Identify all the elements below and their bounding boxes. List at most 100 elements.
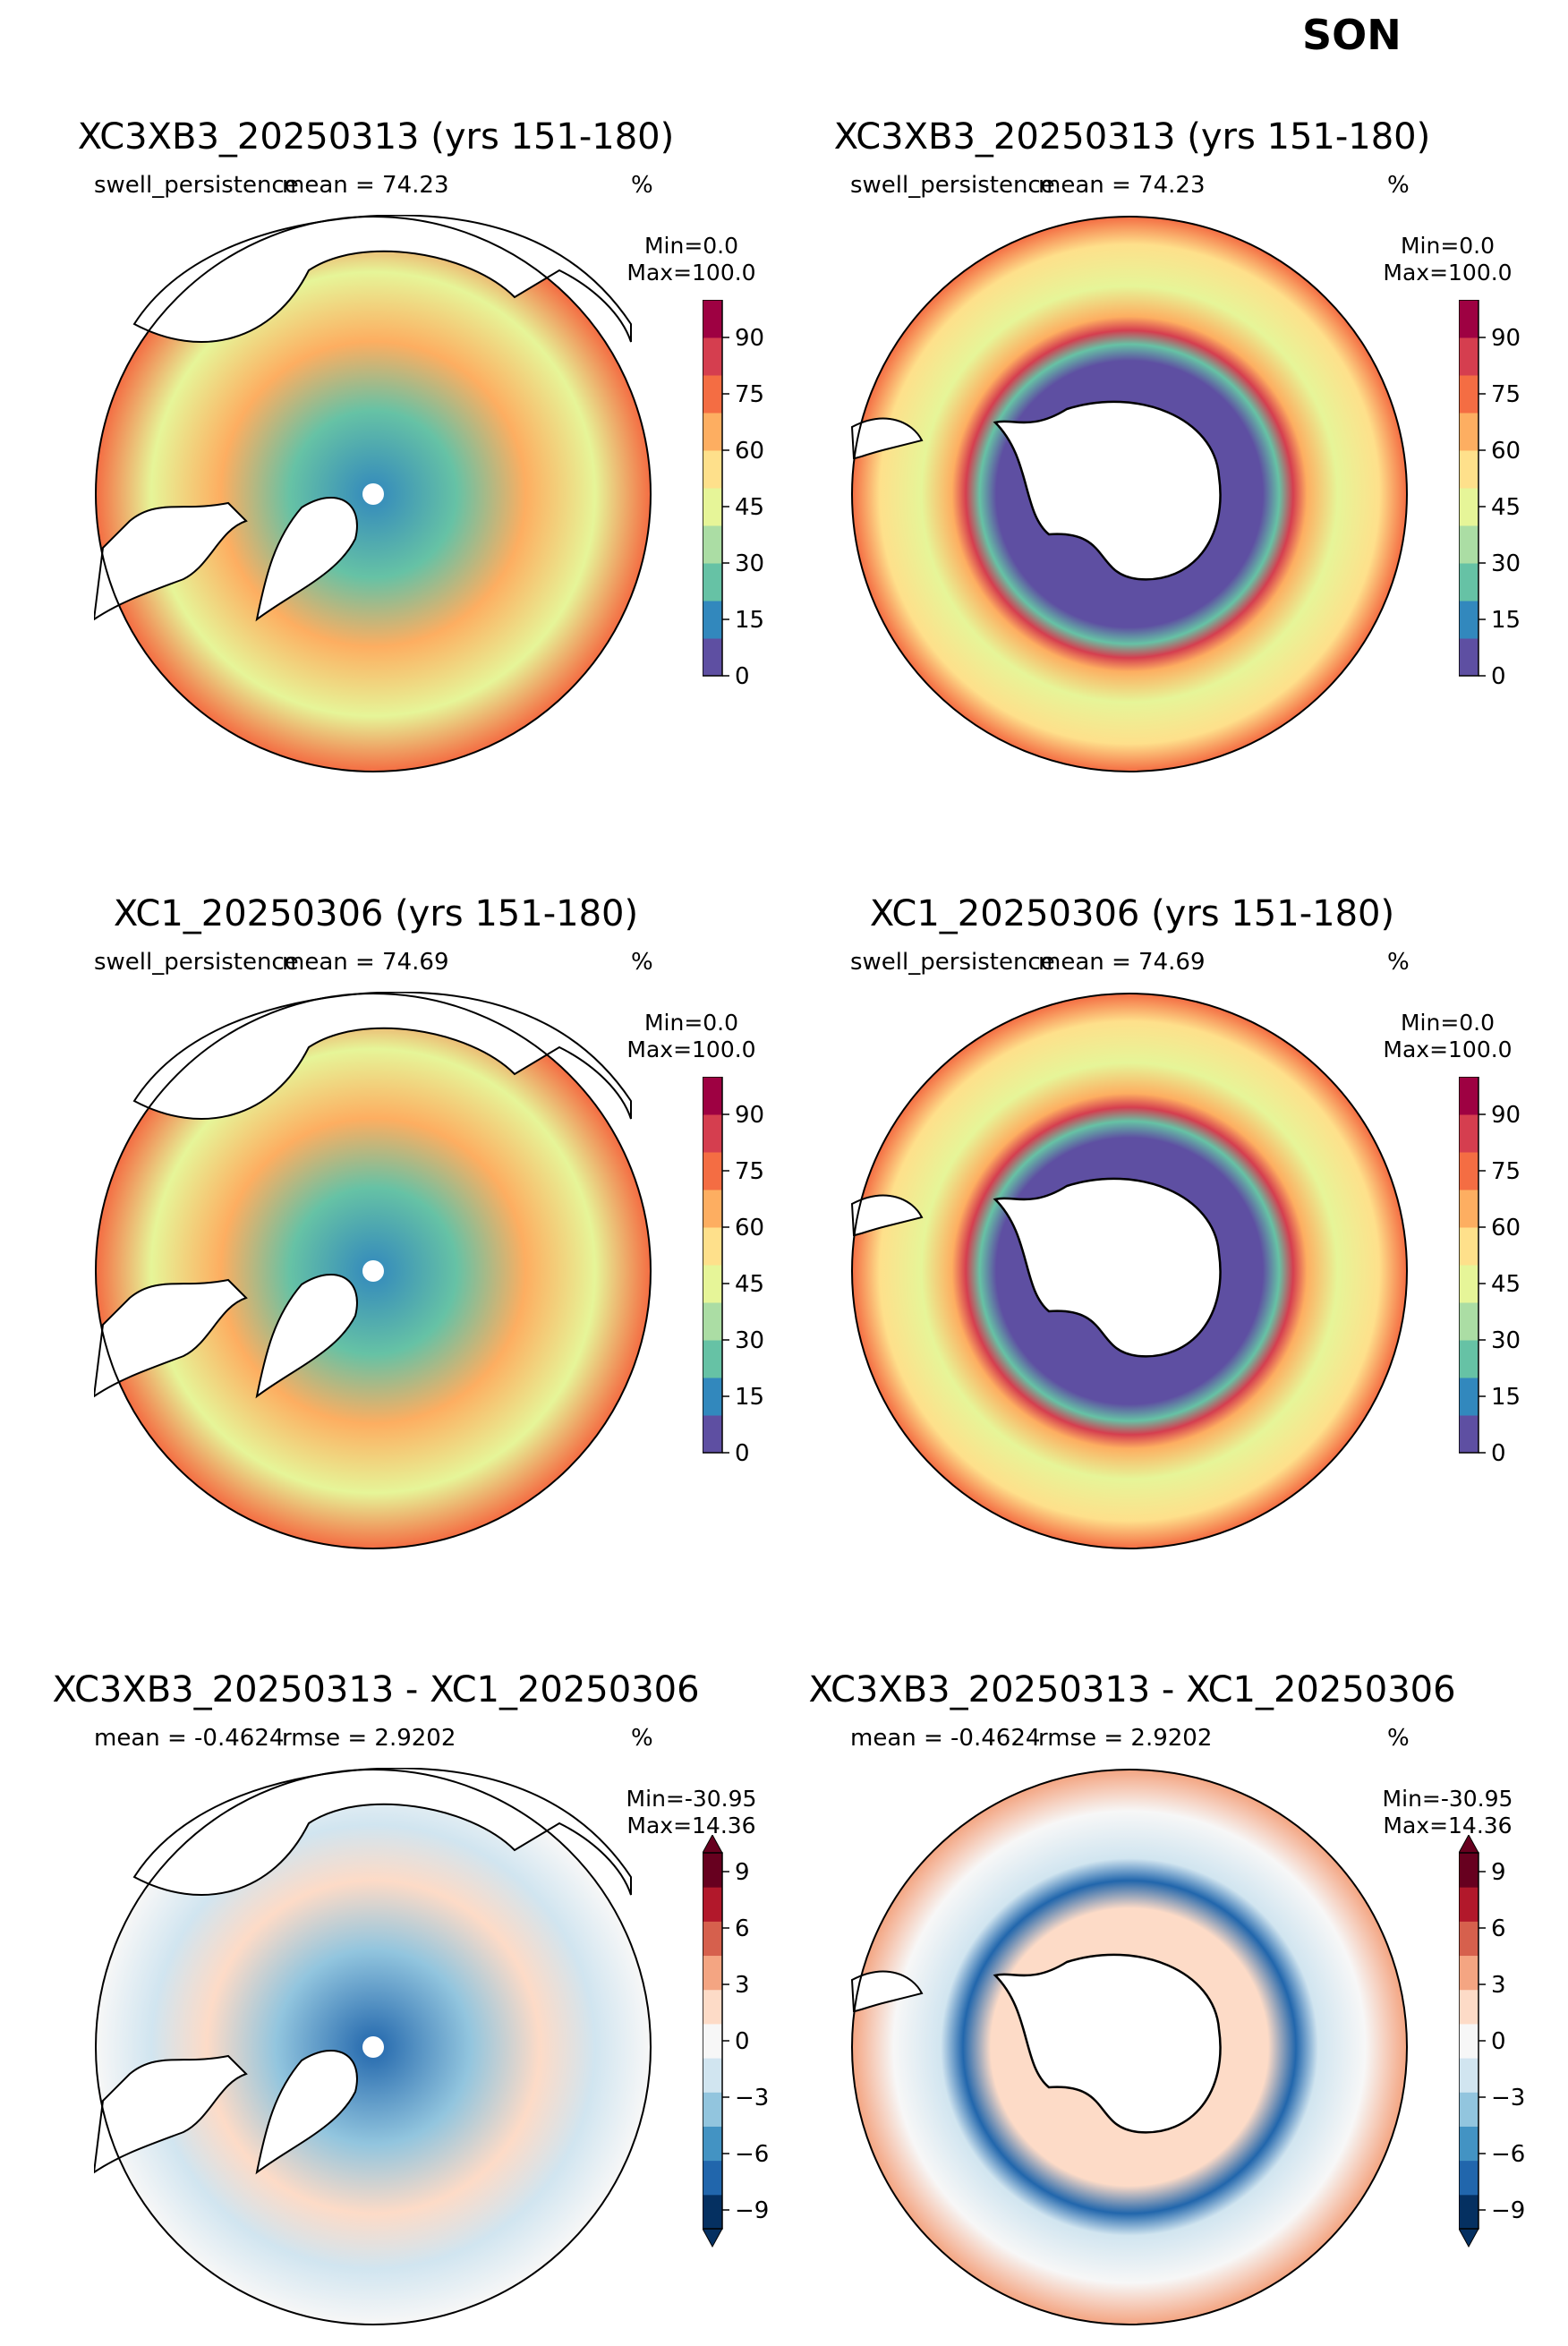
- colorbar: −9 −6 −3 0 3 6 9: [703, 1835, 769, 2248]
- colorbar-tick-label: 75: [1491, 1158, 1521, 1185]
- colorbar-segment: [703, 563, 722, 601]
- colorbar-tick-label: 75: [1491, 381, 1521, 408]
- pole-hole: [362, 483, 384, 505]
- min-label: Min=0.0: [1400, 1010, 1496, 1036]
- colorbar-segment: [1459, 1152, 1479, 1190]
- colorbar-segment: [703, 1955, 722, 1991]
- colorbar-extend-max: [1459, 1835, 1479, 1854]
- colorbar-segment: [703, 300, 722, 338]
- panel-units: %: [631, 949, 653, 976]
- colorbar-segment: [703, 1190, 722, 1228]
- panel-subtitle-center: mean = 74.69: [1038, 949, 1206, 976]
- colorbar-frame: [1459, 1077, 1479, 1454]
- colorbar-segment: [1459, 2160, 1479, 2196]
- colorbar: 0 15 30 45 60 75 90: [703, 1077, 764, 1467]
- colorbar-segment: [1459, 2023, 1479, 2059]
- north-america-coast: [94, 2054, 248, 2174]
- colorbar-tick-label: 75: [735, 1158, 764, 1185]
- colorbar-tick-label: 30: [1491, 550, 1521, 577]
- colorbar-segment: [1459, 1415, 1479, 1454]
- map-boundary: [851, 216, 1408, 772]
- colorbar-segment: [703, 1921, 722, 1957]
- colorbar-tick-label: 60: [735, 438, 764, 465]
- colorbar-tick-label: 6: [1491, 1915, 1506, 1942]
- max-label: Max=100.0: [626, 260, 756, 286]
- colorbar-segment: [703, 638, 722, 677]
- panel-subtitle-center: rmse = 2.9202: [1038, 1725, 1213, 1752]
- colorbar-extend-min: [703, 2228, 723, 2248]
- panel-title: XC3XB3_20250313 - XC1_20250306: [808, 1669, 1456, 1710]
- map-boundary: [95, 216, 652, 772]
- greenland-landmass: [255, 1274, 358, 1399]
- colorbar-tick-label: −6: [735, 2141, 769, 2168]
- panel-title: XC3XB3_20250313 (yrs 151-180): [77, 116, 675, 158]
- min-max-label: Min=-30.95 Max=14.36: [609, 1786, 774, 1839]
- max-label: Max=14.36: [626, 1813, 756, 1838]
- panel-units: %: [1387, 949, 1410, 976]
- colorbar-tick-label: 75: [735, 381, 764, 408]
- colorbar-tick-label: −6: [1491, 2141, 1525, 2168]
- colorbar-tick-label: 45: [1491, 494, 1521, 521]
- colorbar-segment: [1459, 300, 1479, 338]
- colorbar: 0 15 30 45 60 75 90: [1459, 1077, 1521, 1467]
- colorbar-segment: [1459, 525, 1479, 564]
- colorbar-segment: [1459, 1227, 1479, 1266]
- colorbar-segment: [1459, 2058, 1479, 2093]
- colorbar-tick-label: 90: [1491, 325, 1521, 352]
- colorbar-segment: [1459, 2126, 1479, 2162]
- colorbar-segment: [1459, 1190, 1479, 1228]
- colorbar-segment: [1459, 413, 1479, 451]
- colorbar-segment: [703, 1340, 722, 1378]
- north-america-coast: [94, 501, 248, 621]
- colorbar-segment: [703, 1378, 722, 1416]
- season-label: SON: [1302, 11, 1402, 59]
- colorbar-tick-label: 9: [735, 1859, 750, 1886]
- colorbar-segment: [703, 375, 722, 414]
- colorbar-segment: [1459, 1853, 1479, 1888]
- colorbar-tick-label: 15: [1491, 607, 1521, 634]
- colorbar-segment: [1459, 337, 1479, 376]
- south-polar-map: [850, 993, 1408, 1549]
- colorbar-tick-label: 15: [735, 607, 764, 634]
- colorbar-tick-label: −3: [1491, 2085, 1525, 2111]
- colorbar: −9 −6 −3 0 3 6 9: [1459, 1835, 1525, 2248]
- colorbar-tick-label: 0: [1491, 2028, 1506, 2055]
- colorbar-extend-min: [1459, 2228, 1479, 2248]
- south-america-landmass: [850, 1194, 924, 1237]
- colorbar-tick-label: 30: [735, 550, 764, 577]
- min-max-label: Min=0.0 Max=100.0: [1365, 233, 1530, 286]
- colorbar-segment: [1459, 488, 1479, 526]
- colorbar-tick-label: −9: [1491, 2197, 1525, 2224]
- min-label: Min=-30.95: [1382, 1786, 1513, 1812]
- colorbar-tick-label: −3: [735, 2085, 769, 2111]
- colorbar-segment: [703, 2126, 722, 2162]
- map-panel-1: XC3XB3_20250313 (yrs 151-180) swell_persi…: [0, 0, 770, 772]
- map-panel-2: XC3XB3_20250313 (yrs 151-180) swell_persi…: [756, 0, 1526, 772]
- colorbar-tick-label: 9: [1491, 1859, 1506, 1886]
- min-max-label: Min=-30.95 Max=14.36: [1365, 1786, 1530, 1839]
- max-label: Max=100.0: [1383, 1037, 1513, 1062]
- north-polar-map: [94, 1768, 652, 2325]
- min-label: Min=0.0: [643, 233, 739, 259]
- colorbar-segment: [703, 413, 722, 451]
- panel-subtitle-center: rmse = 2.9202: [282, 1725, 456, 1752]
- colorbar-segment: [703, 1853, 722, 1888]
- colorbar-tick-label: 60: [1491, 438, 1521, 465]
- colorbar-extend-max: [703, 1835, 723, 1854]
- north-polar-map: [94, 215, 652, 772]
- pole-hole: [362, 1260, 384, 1282]
- colorbar-tick-label: 15: [1491, 1384, 1521, 1411]
- colorbar-segment: [703, 1302, 722, 1341]
- south-polar-map: [850, 1769, 1408, 2325]
- panel-subtitle-left: mean = -0.4624: [850, 1725, 1041, 1752]
- map-boundary: [851, 993, 1408, 1549]
- colorbar-tick-label: 3: [735, 1972, 750, 1999]
- panel-subtitle-left: swell_persistence: [94, 172, 299, 199]
- colorbar-segment: [1459, 1989, 1479, 2025]
- panel-units: %: [1387, 172, 1410, 199]
- panel-subtitle-center: mean = 74.23: [1038, 172, 1206, 199]
- colorbar-segment: [703, 450, 722, 489]
- colorbar-tick-label: 0: [1491, 1440, 1506, 1467]
- panel-subtitle-center: mean = 74.23: [282, 172, 449, 199]
- colorbar-segment: [1459, 1378, 1479, 1416]
